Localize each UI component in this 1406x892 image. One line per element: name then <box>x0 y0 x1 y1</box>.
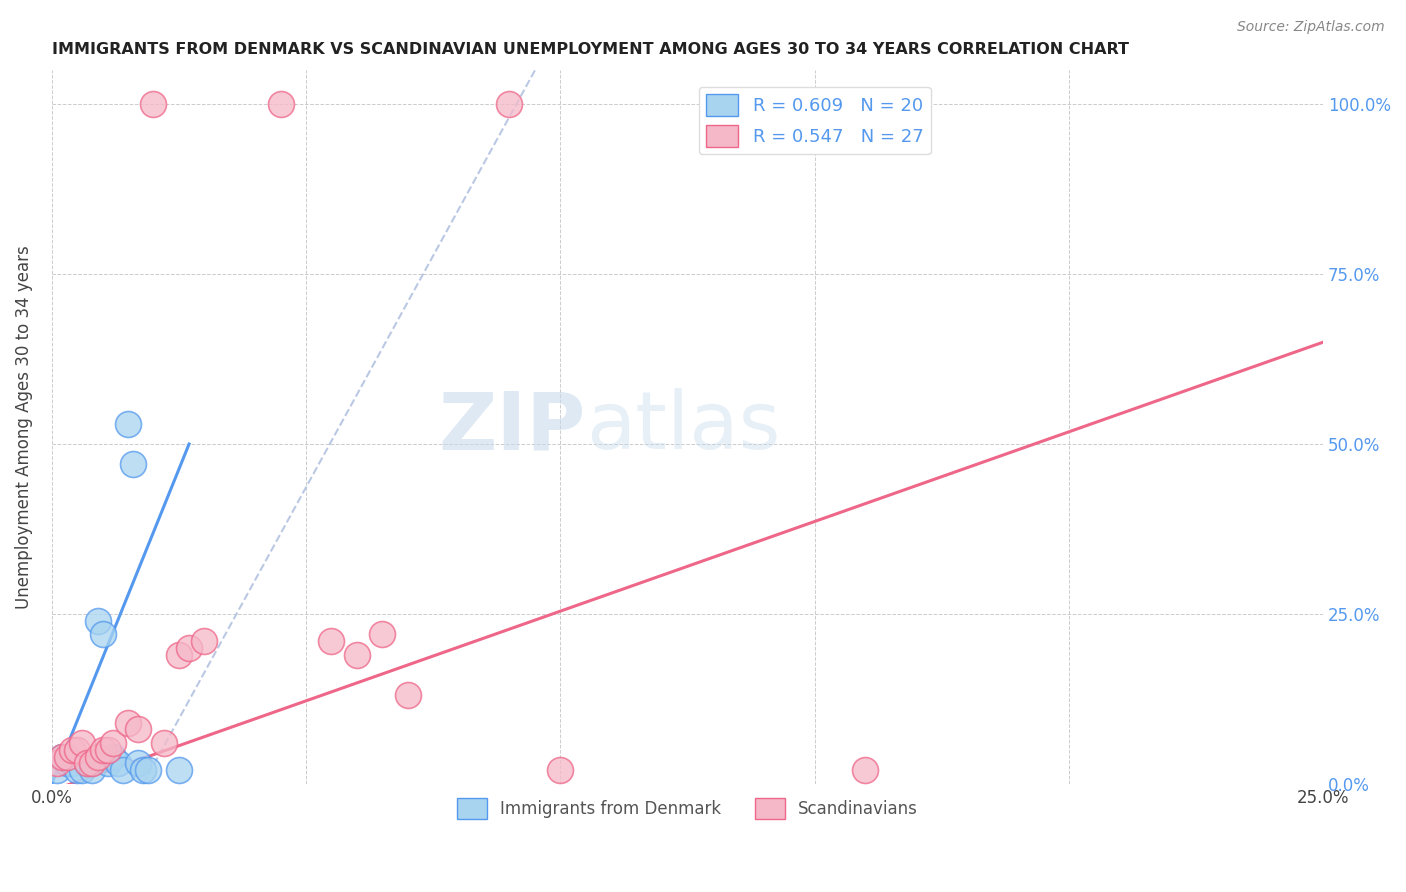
Point <box>56 756 79 771</box>
Point <box>72 763 94 777</box>
Point <box>167 763 190 777</box>
Point <box>76 756 98 771</box>
Legend: Immigrants from Denmark, Scandinavians: Immigrants from Denmark, Scandinavians <box>450 792 925 825</box>
Point <box>101 749 124 764</box>
Point <box>132 763 155 777</box>
Point <box>111 763 134 777</box>
Point <box>142 97 165 112</box>
Point <box>91 743 114 757</box>
Point <box>152 736 174 750</box>
Text: ZIP: ZIP <box>439 388 586 467</box>
Point <box>86 614 108 628</box>
Point <box>60 756 83 771</box>
Point <box>321 634 343 648</box>
Point <box>51 749 73 764</box>
Point <box>97 756 120 771</box>
Point <box>56 749 79 764</box>
Point <box>127 723 149 737</box>
Point <box>127 756 149 771</box>
Text: IMMIGRANTS FROM DENMARK VS SCANDINAVIAN UNEMPLOYMENT AMONG AGES 30 TO 34 YEARS C: IMMIGRANTS FROM DENMARK VS SCANDINAVIAN … <box>52 42 1129 57</box>
Point <box>101 736 124 750</box>
Point <box>97 743 120 757</box>
Point <box>117 417 139 431</box>
Point <box>346 648 368 662</box>
Point <box>91 627 114 641</box>
Text: atlas: atlas <box>586 388 780 467</box>
Point <box>45 756 67 771</box>
Point <box>45 763 67 777</box>
Text: Source: ZipAtlas.com: Source: ZipAtlas.com <box>1237 20 1385 34</box>
Point <box>76 756 98 771</box>
Point <box>177 640 200 655</box>
Point <box>396 689 419 703</box>
Point <box>107 756 129 771</box>
Point <box>60 743 83 757</box>
Point <box>82 756 104 771</box>
Point <box>138 763 160 777</box>
Point <box>66 743 89 757</box>
Point <box>72 736 94 750</box>
Point <box>167 648 190 662</box>
Point <box>498 97 520 112</box>
Point <box>550 763 572 777</box>
Y-axis label: Unemployment Among Ages 30 to 34 years: Unemployment Among Ages 30 to 34 years <box>15 245 32 609</box>
Point <box>855 763 877 777</box>
Point <box>193 634 215 648</box>
Point <box>117 715 139 730</box>
Point <box>86 749 108 764</box>
Point <box>371 627 394 641</box>
Point <box>66 763 89 777</box>
Point <box>122 458 145 472</box>
Point <box>270 97 292 112</box>
Point <box>51 749 73 764</box>
Point <box>82 763 104 777</box>
